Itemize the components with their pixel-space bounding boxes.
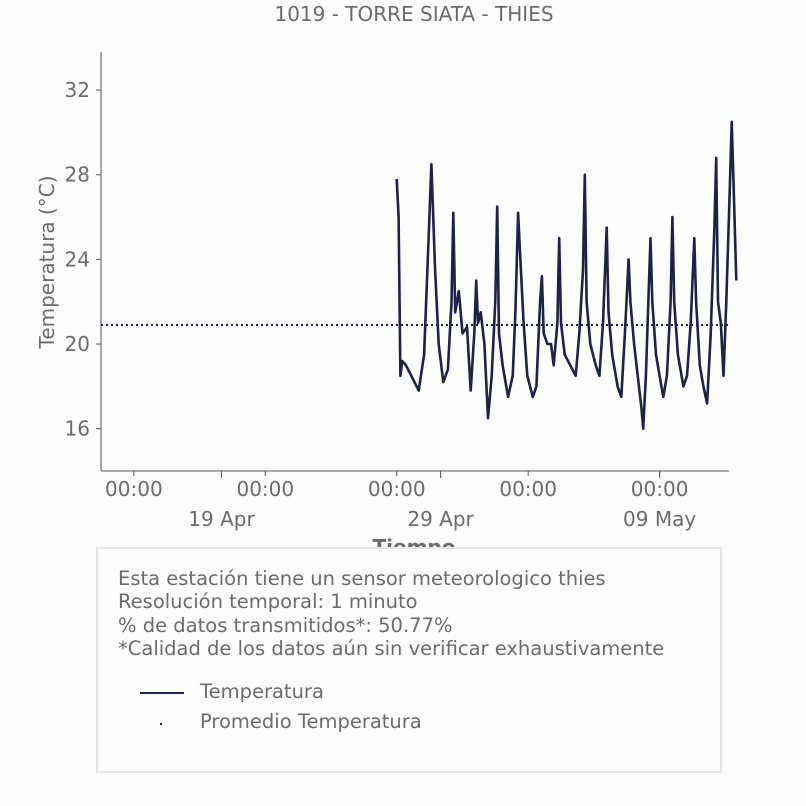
info-line-resolution: Resolución temporal: 1 minuto xyxy=(118,590,418,614)
y-axis-label: Temperatura (°C) xyxy=(35,175,59,349)
y-ticks: 16 20 24 28 32 xyxy=(65,78,101,441)
plot-area xyxy=(100,52,729,472)
series-layer xyxy=(101,120,738,430)
temperature-series-line xyxy=(395,120,738,430)
y-tick-label: 20 xyxy=(65,332,90,356)
y-tick-label: 16 xyxy=(65,417,90,441)
dot-marker-swatch xyxy=(160,723,162,725)
x-tick-label-date: 09 May xyxy=(623,507,696,531)
solid-line-swatch xyxy=(140,692,184,694)
y-tick-label: 24 xyxy=(65,247,90,271)
legend-label: Promedio Temperatura xyxy=(200,710,422,733)
x-tick-label-date: 29 Apr xyxy=(407,507,474,531)
x-tick-label-date: 19 Apr xyxy=(188,507,255,531)
x-tick-label-time: 00:00 xyxy=(631,477,689,501)
chart-title: 1019 - TORRE SIATA - THIES xyxy=(274,2,553,26)
y-tick-label: 28 xyxy=(65,163,90,187)
info-line-quality: *Calidad de los datos aún sin verificar … xyxy=(118,636,665,660)
info-panel: Esta estación tiene un sensor meteorolog… xyxy=(96,547,722,773)
info-line-transmitted: % de datos transmitidos*: 50.77% xyxy=(118,613,453,637)
x-tick-label-time: 00:00 xyxy=(499,477,557,501)
legend-label: Temperatura xyxy=(200,680,324,703)
y-tick-label: 32 xyxy=(65,78,90,102)
x-tick-label-time: 00:00 xyxy=(105,477,163,501)
x-ticks: 00:00 00:00 00:00 00:00 00:00 19 Apr 29 Apr 09 … xyxy=(105,471,696,531)
x-tick-label-time: 00:00 xyxy=(368,477,426,501)
info-line-sensor: Esta estación tiene un sensor meteorolog… xyxy=(118,567,606,590)
info-lines: Esta estación tiene un sensor meteorolog… xyxy=(118,567,664,660)
x-tick-label-time: 00:00 xyxy=(236,477,294,501)
